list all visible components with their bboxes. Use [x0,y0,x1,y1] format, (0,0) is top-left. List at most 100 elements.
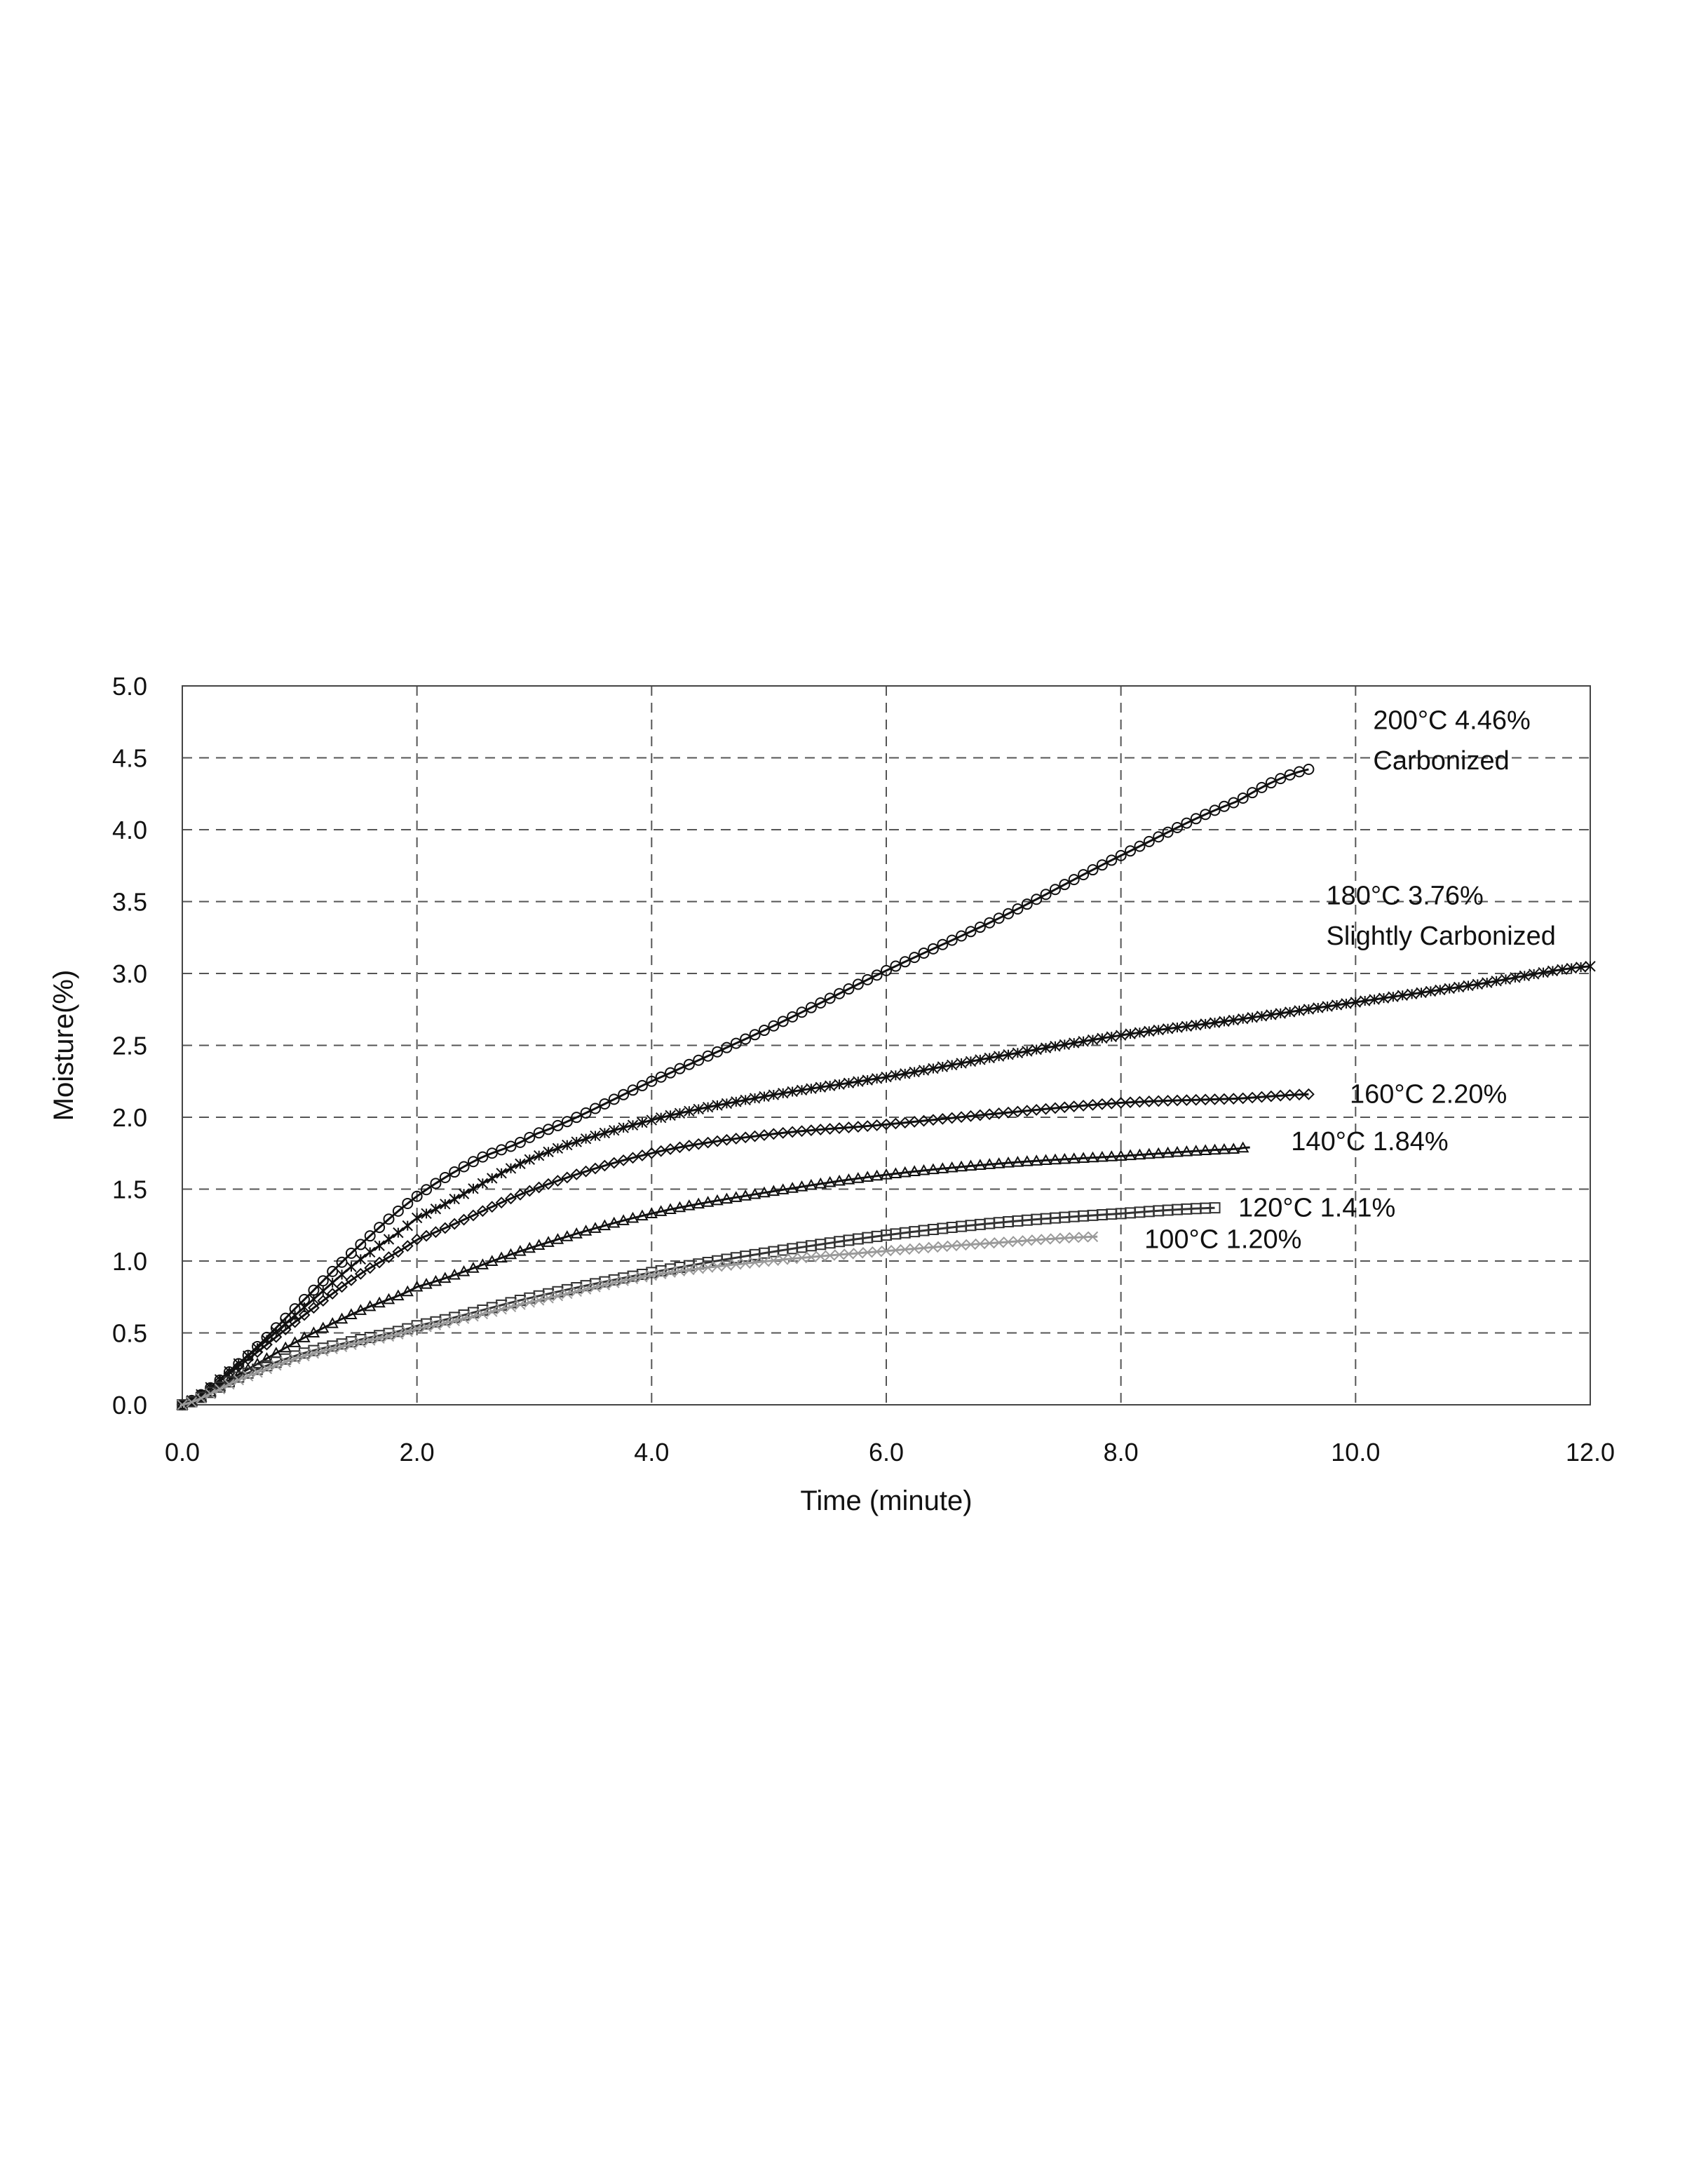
series-point [1209,1093,1221,1105]
series-point [458,1213,470,1226]
series-point [326,1316,339,1328]
series-point [365,1335,376,1346]
series-point [1068,874,1080,886]
series-point [627,1152,639,1164]
series-point [421,1184,433,1196]
series-point [843,1248,855,1260]
series-point [1435,984,1446,996]
series-point [608,1093,620,1105]
series-point [852,1233,864,1245]
series-point [1031,1234,1042,1246]
series-point [571,1112,583,1124]
series-point [579,1225,592,1236]
series-point [327,1343,338,1355]
series-annotation: 100°C 1.20% [1144,1225,1301,1255]
series-point [364,1262,377,1274]
series-point [1162,1095,1174,1107]
series-point [1030,1154,1043,1166]
series-point [335,1312,348,1324]
series-point [871,1246,883,1258]
series-point [1227,1093,1240,1105]
series-point [599,1127,611,1139]
series-point [900,1243,911,1255]
series-point [598,1159,611,1172]
series-point [1087,1034,1099,1046]
series-point [712,1261,723,1272]
series-point [354,1267,367,1280]
series-point [1190,1093,1202,1106]
series-point [1162,826,1174,838]
series-point [1002,1157,1015,1168]
series-point [787,1253,798,1265]
series-point [524,1297,536,1308]
series-point [862,1232,874,1243]
series-point [374,1333,385,1344]
series-point [1031,1213,1043,1225]
series-point [430,1226,442,1239]
series-point [439,1222,452,1234]
series-point [937,938,949,950]
series-point [617,1214,630,1225]
series-point [749,1248,761,1260]
series-point [1078,1232,1089,1243]
series-point [1040,1234,1052,1245]
series-point [1012,1215,1024,1227]
series-point [402,1220,413,1232]
series-point [523,1241,536,1253]
series-point [411,1190,423,1202]
series-point [965,1110,977,1122]
series-point [1510,972,1521,983]
series-point [684,1105,695,1117]
series-point [580,1165,592,1178]
series-point [975,1238,986,1250]
series-point [740,1258,751,1269]
series-point [1246,1091,1259,1104]
series-point [1124,1096,1137,1109]
series-point [815,997,827,1009]
series-point [918,1065,930,1076]
series-point [702,1101,714,1113]
series-point [749,1130,761,1142]
series-point [974,1109,987,1121]
axis-ticks: 0.0 0.5 1.0 1.5 2.0 2.5 3.0 3.5 4.0 4.5 5.0 0.0 2.0 4… [112,672,1615,1467]
series-point [1115,1097,1127,1109]
series-6 [177,1231,1099,1410]
series-point [1406,988,1418,1000]
series-point [1303,1004,1315,1015]
series-point [429,1274,442,1286]
series-point [1012,1236,1024,1247]
series-point [1227,1142,1240,1154]
series-point [881,1245,892,1257]
series-point [693,1263,704,1274]
series-point [1585,961,1596,972]
series-point [890,960,902,972]
x-tick-label: 8.0 [1104,1438,1139,1467]
series-point [288,1336,302,1347]
series-point [899,956,911,968]
series-point [1172,1022,1183,1033]
series-point [355,1337,367,1348]
series-point [589,1222,602,1233]
series-point [909,952,921,964]
series-point [533,1295,545,1306]
series-point [1284,1006,1296,1018]
series-point [674,1141,686,1154]
series-point [749,1029,761,1041]
series-point [562,1288,573,1300]
series-point [590,1103,602,1114]
series-point [646,1075,658,1087]
series-point [834,1249,845,1260]
series-point [1228,1014,1240,1026]
series-point [393,1227,404,1239]
series-point [1049,1102,1062,1114]
series-point [1115,1208,1127,1220]
series-point [767,1128,780,1140]
series-point [346,1339,357,1350]
series-point [307,1302,320,1314]
series-point [1040,1213,1052,1225]
series-point [871,969,883,981]
series-point [927,1163,940,1175]
series-point [252,1367,263,1378]
series-point [383,1330,395,1342]
series-point [862,1247,873,1258]
